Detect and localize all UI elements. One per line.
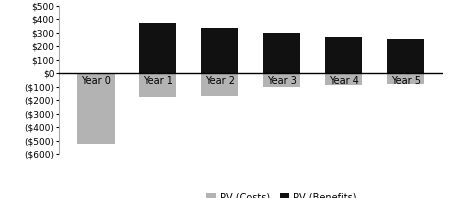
Bar bbox=[201, 28, 238, 73]
Bar bbox=[139, 73, 176, 97]
Text: Year 0: Year 0 bbox=[81, 76, 110, 86]
Text: Year 5: Year 5 bbox=[390, 76, 420, 86]
Bar bbox=[387, 39, 423, 73]
Bar bbox=[325, 37, 362, 73]
Bar bbox=[77, 73, 114, 144]
Text: Year 3: Year 3 bbox=[267, 76, 296, 86]
Legend: PV (Costs), PV (Benefits): PV (Costs), PV (Benefits) bbox=[202, 188, 360, 198]
Bar bbox=[139, 23, 176, 73]
Bar bbox=[262, 73, 300, 87]
Bar bbox=[387, 73, 423, 84]
Text: Year 2: Year 2 bbox=[204, 76, 235, 86]
Text: Year 1: Year 1 bbox=[143, 76, 172, 86]
Text: Year 4: Year 4 bbox=[328, 76, 358, 86]
Bar bbox=[262, 33, 300, 73]
Bar bbox=[201, 73, 238, 96]
Bar bbox=[325, 73, 362, 85]
